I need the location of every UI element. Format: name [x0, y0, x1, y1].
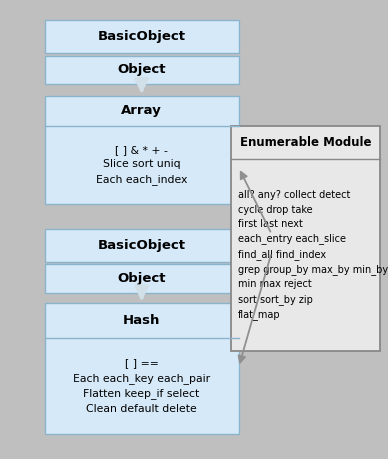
Text: BasicObject: BasicObject: [98, 239, 185, 252]
Text: [ ] & * + -
Slice sort uniq
Each each_index: [ ] & * + - Slice sort uniq Each each_in…: [96, 145, 187, 185]
Text: BasicObject: BasicObject: [98, 30, 185, 43]
FancyBboxPatch shape: [45, 303, 239, 434]
FancyBboxPatch shape: [45, 96, 239, 204]
Text: Hash: Hash: [123, 314, 160, 327]
Text: Object: Object: [117, 63, 166, 76]
Text: Enumerable Module: Enumerable Module: [240, 136, 371, 149]
FancyBboxPatch shape: [45, 264, 239, 293]
Text: Object: Object: [117, 272, 166, 285]
Text: [ ] ==
Each each_key each_pair
Flatten keep_if select
Clean default delete: [ ] == Each each_key each_pair Flatten k…: [73, 358, 210, 414]
FancyBboxPatch shape: [45, 229, 239, 262]
FancyBboxPatch shape: [231, 126, 380, 351]
FancyBboxPatch shape: [45, 56, 239, 84]
Text: all? any? collect detect
cycle drop take
first last next
each_entry each_slice
f: all? any? collect detect cycle drop take…: [238, 190, 388, 320]
Text: Array: Array: [121, 105, 162, 118]
FancyBboxPatch shape: [45, 20, 239, 53]
